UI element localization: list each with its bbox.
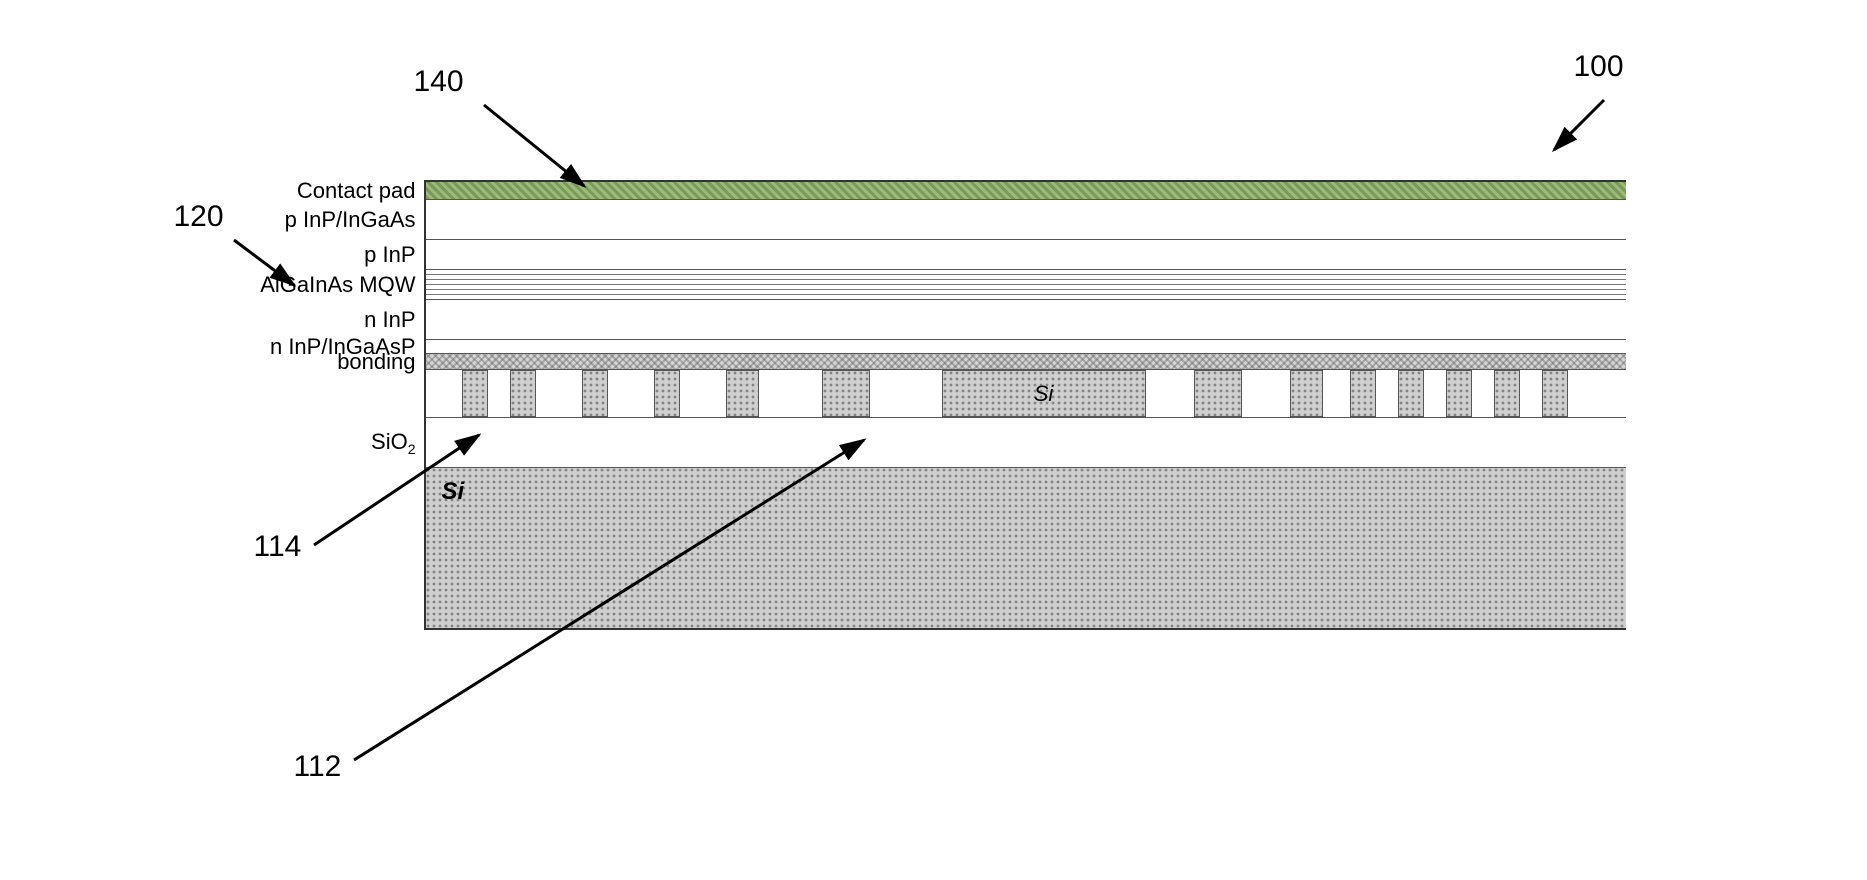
si-piece [1398, 370, 1424, 417]
layer-label-bonding: bonding [337, 349, 425, 375]
si-substrate-label: Si [442, 478, 465, 506]
callout-120: 120 [174, 200, 224, 234]
si-piece [726, 370, 760, 417]
si-center-label: Si [1034, 381, 1054, 407]
callout-100: 100 [1574, 50, 1624, 84]
layer-si_substrate: Si [426, 468, 1626, 628]
si-piece [822, 370, 870, 417]
layer-si_patterned: Si [426, 370, 1626, 418]
layer-contact_pad: Contact pad [426, 182, 1626, 200]
layer-label-algainas_mqw: AlGaInAs MQW [260, 272, 425, 298]
si-piece: Si [942, 370, 1146, 417]
layer-stack: Contact padp InP/InGaAsp InPAlGaInAs MQW… [424, 180, 1626, 630]
si-piece [510, 370, 536, 417]
layer-label-p_inp_ingaas: p InP/InGaAs [285, 207, 426, 233]
si-piece [462, 370, 488, 417]
layer-p_inp_ingaas: p InP/InGaAs [426, 200, 1626, 240]
layer-sio2: SiO2 [426, 418, 1626, 468]
layer-label-sio2: SiO2 [371, 428, 425, 456]
layer-label-p_inp: p InP [364, 242, 425, 268]
layer-label-n_inp: n InP [364, 307, 425, 333]
layer-n_inp_ingaasp: n InP/InGaAsP [426, 340, 1626, 354]
si-piece [582, 370, 608, 417]
callout-140: 140 [414, 65, 464, 99]
si-piece [654, 370, 680, 417]
si-piece [1542, 370, 1568, 417]
layer-bonding: bonding [426, 354, 1626, 370]
layer-n_inp: n InP [426, 300, 1626, 340]
leader-ref100 [1554, 100, 1604, 150]
leader-ref140 [484, 105, 584, 186]
callout-112: 112 [294, 750, 342, 784]
callout-114: 114 [254, 530, 302, 564]
si-piece [1350, 370, 1376, 417]
si-piece [1494, 370, 1520, 417]
layer-label-contact_pad: Contact pad [297, 178, 426, 204]
layer-p_inp: p InP [426, 240, 1626, 270]
si-piece [1194, 370, 1242, 417]
semiconductor-layer-diagram: 100 140 120 114 112 Contact padp InP/InG… [84, 40, 1784, 840]
si-piece [1446, 370, 1472, 417]
si-piece [1290, 370, 1324, 417]
layer-algainas_mqw: AlGaInAs MQW [426, 270, 1626, 300]
